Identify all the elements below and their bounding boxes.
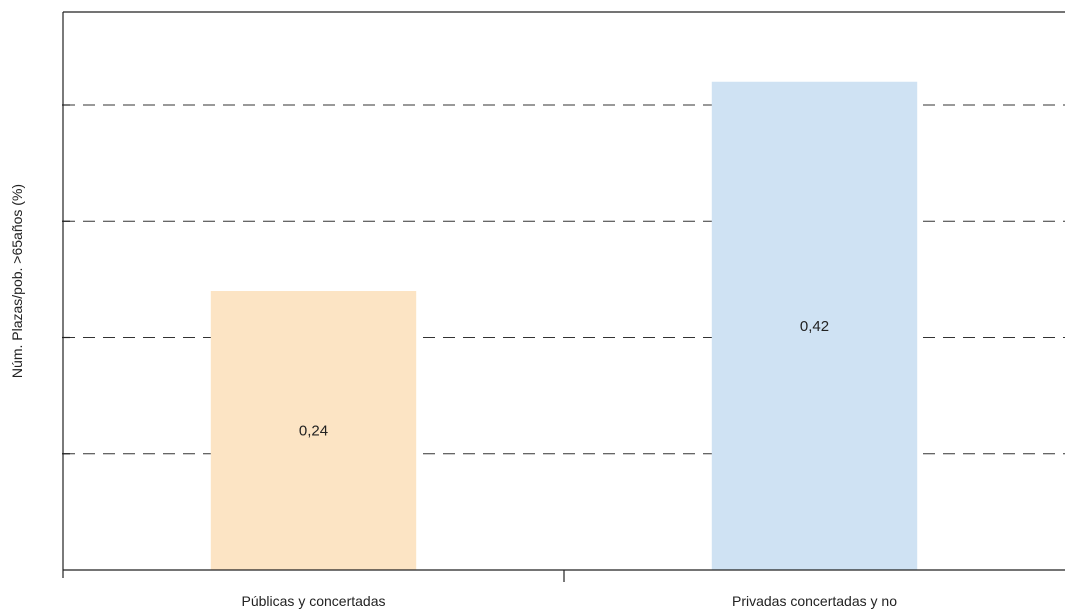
y-axis-label: Núm. Plazas/pob. >65años (%) <box>9 184 25 378</box>
bar-1 <box>210 291 417 570</box>
bar-2 <box>711 81 918 570</box>
x-category-label: Privadas concertadas y no <box>732 593 897 609</box>
bar-value-label: 0,42 <box>800 318 829 335</box>
labels: 0,24 Públicas y concertadas 0,42 Privadas c… <box>242 318 898 609</box>
bars <box>210 81 918 570</box>
x-category-label: Públicas y concertadas <box>242 593 386 609</box>
bar-value-label: 0,24 <box>299 423 328 440</box>
axes <box>62 11 1065 582</box>
